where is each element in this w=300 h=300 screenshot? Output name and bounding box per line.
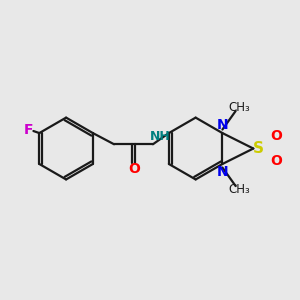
Text: N: N [217,118,229,132]
Text: O: O [129,162,141,176]
Text: CH₃: CH₃ [228,101,250,114]
Text: O: O [270,129,282,143]
Text: NH: NH [150,130,171,143]
Text: S: S [253,141,264,156]
Text: F: F [23,122,33,136]
Text: CH₃: CH₃ [228,183,250,196]
Text: N: N [217,165,229,179]
Text: O: O [270,154,282,168]
